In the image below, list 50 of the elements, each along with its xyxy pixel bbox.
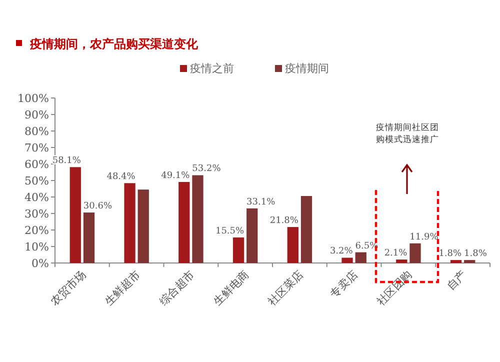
bar — [232, 237, 244, 263]
bar — [192, 175, 204, 263]
data-label: 11.9% — [410, 232, 439, 242]
data-label: 3.2% — [330, 246, 354, 257]
bar — [246, 208, 258, 263]
y-tick-label: 0% — [32, 257, 49, 270]
data-label: 33.1% — [246, 197, 276, 208]
bar — [355, 252, 366, 263]
bar — [124, 183, 136, 263]
y-tick-label: 90% — [24, 108, 49, 122]
data-label: 48.4% — [106, 172, 136, 182]
x-tick-label: 专卖店 — [328, 268, 360, 300]
x-tick-label: 生鲜电商 — [211, 268, 252, 308]
data-label: 53.2% — [192, 164, 222, 174]
data-label: 30.6% — [83, 202, 112, 212]
y-tick-label: 30% — [24, 208, 49, 220]
y-tick-label: 60% — [24, 158, 49, 171]
x-tick-label: 农贸市场 — [48, 268, 88, 308]
bar — [83, 212, 95, 263]
x-tick-label: 社区菜店 — [266, 268, 306, 308]
data-label: 21.8% — [270, 216, 299, 226]
y-tick-label: 70% — [24, 142, 49, 154]
data-label: 1.8% — [438, 249, 462, 260]
bar — [396, 260, 408, 263]
legend-label: 疫情期间 — [285, 62, 329, 75]
x-tick-label: 自产 — [444, 268, 469, 293]
bar — [300, 196, 312, 263]
bar — [450, 260, 462, 263]
x-tick-label: 生鲜超市 — [102, 268, 143, 308]
annotation: 疫情期间社区团购模式迅速推广 — [376, 122, 439, 145]
y-tick-label: 40% — [24, 191, 49, 204]
data-label: 1.8% — [464, 249, 488, 260]
data-label: 2.1% — [384, 248, 408, 259]
y-tick-label: 10% — [24, 240, 49, 254]
y-tick-label: 80% — [24, 125, 49, 138]
bar — [178, 182, 190, 263]
y-tick-label: 20% — [24, 224, 49, 237]
bar — [70, 167, 81, 263]
legend-label: 疫情之前 — [190, 62, 234, 75]
x-tick-label: 综合超市 — [156, 268, 198, 308]
data-label: 15.5% — [215, 226, 245, 236]
bar — [342, 258, 353, 263]
data-label: 49.1% — [161, 170, 190, 181]
y-tick-label: 50% — [24, 174, 49, 188]
bar — [287, 227, 298, 263]
y-tick-label: 100% — [18, 92, 49, 105]
bar — [410, 243, 421, 263]
bar — [464, 260, 476, 263]
chart-title: 疫情期间，农产品购买渠道变化 — [29, 37, 199, 51]
bar — [138, 190, 149, 263]
